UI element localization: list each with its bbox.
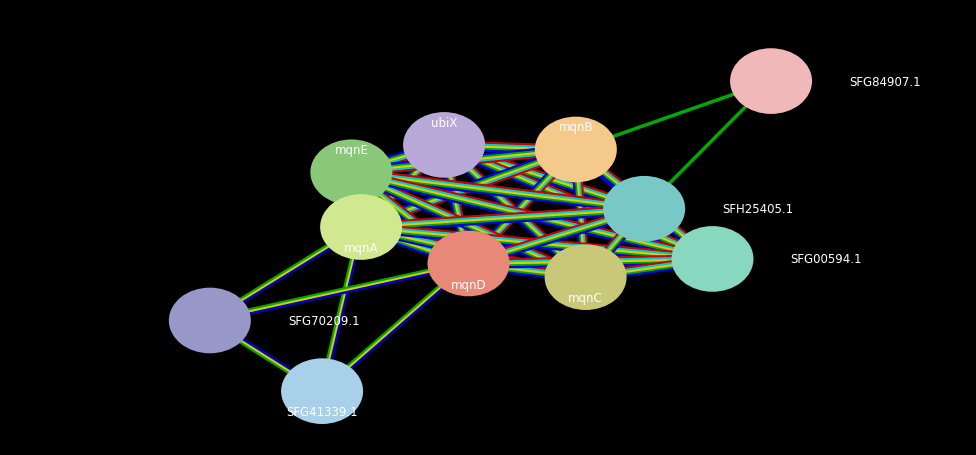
Text: mqnB: mqnB <box>558 121 593 134</box>
Text: SFG41339.1: SFG41339.1 <box>286 405 358 418</box>
Ellipse shape <box>320 195 402 260</box>
Ellipse shape <box>603 177 685 242</box>
Text: SFG00594.1: SFG00594.1 <box>791 253 862 266</box>
Text: mqnC: mqnC <box>568 292 603 304</box>
Ellipse shape <box>427 231 509 297</box>
Ellipse shape <box>535 117 617 183</box>
Ellipse shape <box>671 227 753 292</box>
Text: mqnE: mqnE <box>335 144 368 157</box>
Text: SFG70209.1: SFG70209.1 <box>288 314 359 327</box>
Ellipse shape <box>403 113 485 178</box>
Ellipse shape <box>169 288 251 354</box>
Text: ubiX: ubiX <box>430 116 458 129</box>
Ellipse shape <box>545 245 627 310</box>
Text: SFG84907.1: SFG84907.1 <box>849 76 920 88</box>
Ellipse shape <box>730 49 812 115</box>
Ellipse shape <box>310 140 392 206</box>
Text: mqnD: mqnD <box>451 278 486 291</box>
Text: mqnA: mqnA <box>344 242 379 254</box>
Text: SFH25405.1: SFH25405.1 <box>722 203 793 216</box>
Ellipse shape <box>281 359 363 424</box>
